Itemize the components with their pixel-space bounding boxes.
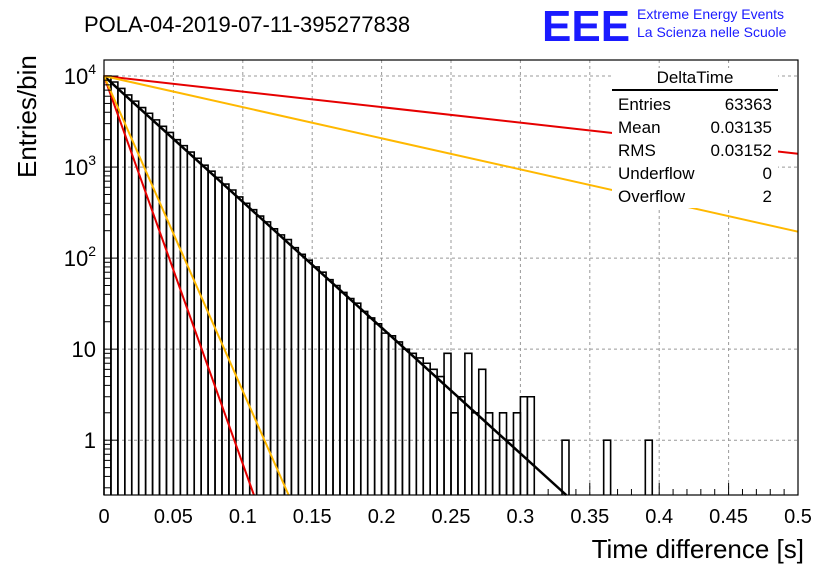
y-tick-label: 104	[64, 61, 96, 89]
y-tick-labels: 1 10 102 103 104	[64, 61, 96, 453]
histogram-bin	[387, 335, 397, 495]
logo-line-2: La Scienza nelle Scuole	[637, 24, 787, 40]
stats-row-underflow: Underflow 0	[612, 162, 778, 185]
histogram-bin	[561, 439, 570, 495]
histogram-bin	[526, 395, 536, 495]
stats-label: Mean	[618, 118, 661, 137]
y-tick-label: 1	[84, 428, 96, 453]
y-tick-label: 102	[64, 243, 96, 271]
histogram-bin	[450, 411, 459, 495]
histogram-bin	[491, 439, 501, 495]
x-tick-label: 0.25	[432, 506, 471, 528]
histogram-bin	[117, 87, 126, 495]
histogram-bin	[477, 368, 487, 495]
histogram-bin	[602, 439, 612, 495]
histogram-bin	[332, 284, 341, 495]
histogram-bin	[228, 189, 237, 495]
stats-label: RMS	[618, 141, 656, 160]
stats-value: 0.03135	[710, 118, 772, 137]
histogram-bin	[151, 119, 161, 495]
x-tick-label: 0.3	[506, 506, 534, 528]
x-tick-label: 0.15	[293, 506, 332, 528]
x-axis-label: Time difference [s]	[591, 534, 804, 564]
histogram-bin	[221, 183, 230, 495]
histogram-bin	[644, 439, 654, 495]
fit-line	[103, 75, 290, 496]
histogram-bin	[200, 164, 209, 495]
histogram-bin	[179, 144, 189, 495]
stats-value: 63363	[724, 95, 772, 114]
histogram-bin	[297, 253, 307, 495]
stats-label: Underflow	[618, 164, 695, 183]
histogram-bin	[366, 317, 376, 495]
histogram-bin	[498, 411, 508, 495]
histogram-bin	[505, 439, 515, 495]
histogram-bin	[394, 341, 404, 495]
stats-row-overflow: Overflow 2	[612, 185, 778, 208]
histogram-bin	[422, 362, 431, 495]
histogram-bin	[283, 238, 293, 495]
histogram-bin	[325, 278, 334, 495]
histogram-bin	[464, 352, 473, 495]
stats-value: 0.03152	[710, 141, 772, 160]
stats-box: DeltaTime Entries 63363 Mean 0.03135 RMS…	[612, 68, 778, 208]
histogram-layer	[103, 75, 654, 495]
fit-line	[103, 75, 568, 496]
stats-box-title: DeltaTime	[612, 68, 778, 91]
histogram-bin	[207, 170, 216, 495]
histogram-bin	[429, 368, 438, 495]
chart-title: POLA-04-2019-07-11-395277838	[84, 12, 411, 37]
stats-label: Entries	[618, 95, 671, 114]
histogram-bin	[443, 352, 452, 495]
histogram-bin	[172, 138, 182, 495]
histogram-bin	[436, 375, 445, 495]
histogram-bin	[318, 271, 327, 495]
stats-label: Overflow	[618, 187, 686, 206]
histogram-bin	[290, 246, 300, 495]
histogram-bin	[346, 297, 355, 495]
histogram-bin	[130, 100, 140, 495]
histogram-bin	[408, 352, 418, 495]
histogram-bin	[193, 157, 202, 495]
histogram-bin	[276, 234, 286, 495]
histogram-bin	[519, 395, 529, 495]
logo-line-1: Extreme Energy Events	[637, 6, 785, 22]
histogram-bin	[353, 302, 362, 495]
histogram-bin	[124, 94, 133, 495]
stats-value: 2	[762, 187, 772, 206]
histogram-bin	[311, 266, 320, 495]
x-tick-label: 0.35	[570, 506, 609, 528]
stats-row-entries: Entries 63363	[612, 93, 778, 116]
stats-row-mean: Mean 0.03135	[612, 116, 778, 139]
stats-row-rms: RMS 0.03152	[612, 139, 778, 162]
histogram-bin	[457, 395, 466, 495]
histogram-bin	[380, 332, 390, 495]
x-tick-labels: 0 0.05 0.1 0.15 0.2 0.25 0.3 0.35 0.4 0.45 0.5	[98, 506, 811, 528]
y-axis-label: Entries/bin	[12, 55, 42, 178]
axes-frame	[103, 59, 799, 496]
x-tick-label: 0.45	[709, 506, 748, 528]
x-tick-label: 0.1	[229, 506, 257, 528]
histogram-bin	[339, 291, 348, 495]
y-tick-label: 10	[72, 337, 96, 362]
histogram-bin	[248, 208, 258, 495]
histogram-bin	[359, 310, 369, 495]
x-tick-label: 0.4	[645, 506, 673, 528]
x-tick-label: 0.5	[784, 506, 812, 528]
histogram-bin	[304, 259, 313, 495]
stats-value: 0	[762, 164, 772, 183]
y-tick-label: 103	[64, 152, 96, 180]
x-tick-label: 0.2	[368, 506, 396, 528]
histogram-bin	[110, 81, 119, 495]
histogram-bin	[415, 357, 425, 495]
fit-line	[103, 75, 255, 496]
x-tick-label: 0	[98, 506, 109, 528]
x-tick-label: 0.05	[154, 506, 193, 528]
eee-logo-mark: EEE	[542, 2, 631, 51]
histogram-bin	[471, 411, 480, 495]
histogram-bin	[401, 348, 411, 495]
